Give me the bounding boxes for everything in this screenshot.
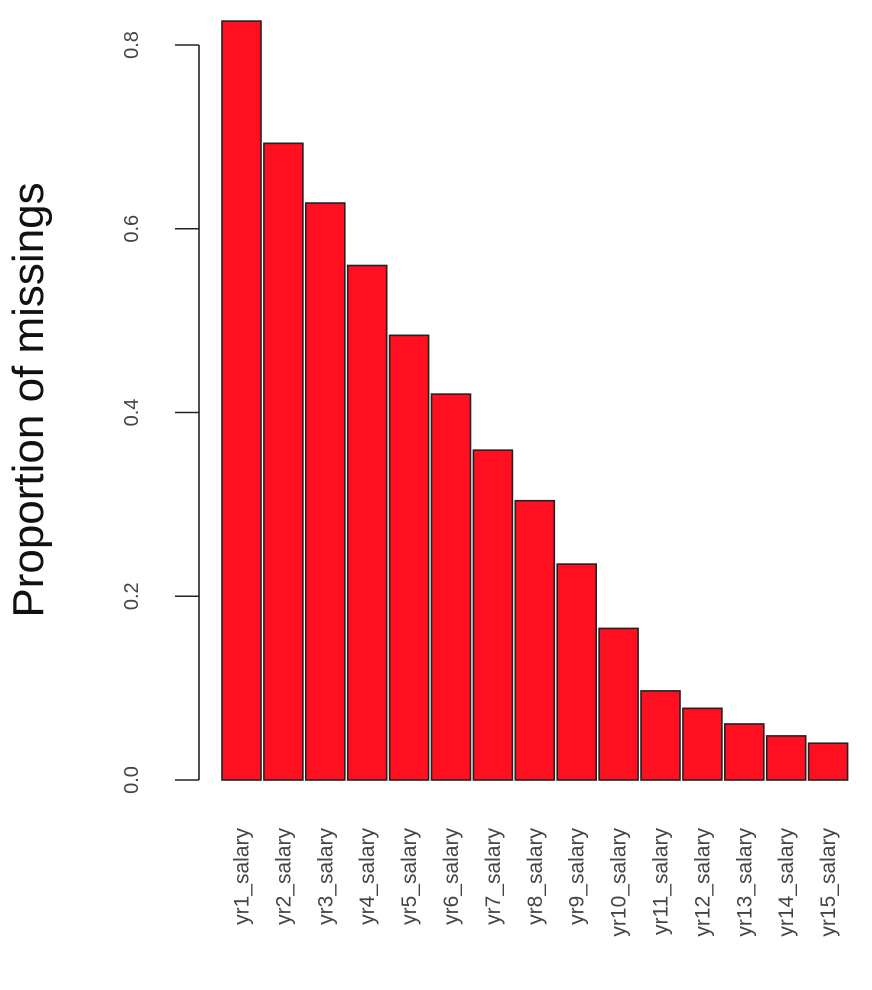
x-category-label: yr9_salary xyxy=(566,828,589,925)
bars-group xyxy=(221,20,849,781)
x-category-label: yr6_salary xyxy=(440,828,463,925)
bar xyxy=(682,707,723,781)
y-axis: 0.0 0.2 0.4 0.6 0.8 xyxy=(121,31,200,794)
bar xyxy=(346,264,388,781)
bar xyxy=(598,627,639,781)
x-category-label: yr7_salary xyxy=(482,828,505,925)
bar xyxy=(640,690,681,781)
x-category-label: yr14_salary xyxy=(775,828,798,937)
bar xyxy=(472,449,514,781)
x-category-label: yr1_salary xyxy=(231,828,254,925)
x-category-label: yr11_salary xyxy=(650,828,673,935)
bar xyxy=(514,499,556,781)
bar xyxy=(304,202,346,781)
x-category-label: yr8_salary xyxy=(524,828,547,925)
y-tick-label: 0.4 xyxy=(121,399,143,427)
x-category-label: yr10_salary xyxy=(608,828,631,937)
category-labels-group: yr1_salary yr2_salary yr3_salary yr4_salary… xyxy=(231,828,841,937)
y-axis-title: Proportion of missings xyxy=(4,182,53,617)
bar xyxy=(430,393,472,781)
x-category-label: yr15_salary xyxy=(817,828,840,937)
y-tick-label: 0.2 xyxy=(121,582,143,610)
y-tick-label: 0.0 xyxy=(121,766,143,794)
bar xyxy=(221,20,262,781)
bar xyxy=(807,742,849,781)
bar xyxy=(556,563,598,781)
y-tick-label: 0.8 xyxy=(121,31,143,59)
x-category-label: yr2_salary xyxy=(272,828,295,925)
x-category-label: yr4_salary xyxy=(356,828,379,925)
bar xyxy=(263,142,304,781)
bar xyxy=(765,735,807,781)
x-category-label: yr3_salary xyxy=(314,828,337,925)
bar xyxy=(723,723,765,781)
bar xyxy=(388,334,430,781)
x-category-label: yr5_salary xyxy=(398,828,421,925)
x-category-label: yr13_salary xyxy=(733,828,756,937)
y-tick-label: 0.6 xyxy=(121,215,143,243)
x-category-label: yr12_salary xyxy=(691,828,714,937)
